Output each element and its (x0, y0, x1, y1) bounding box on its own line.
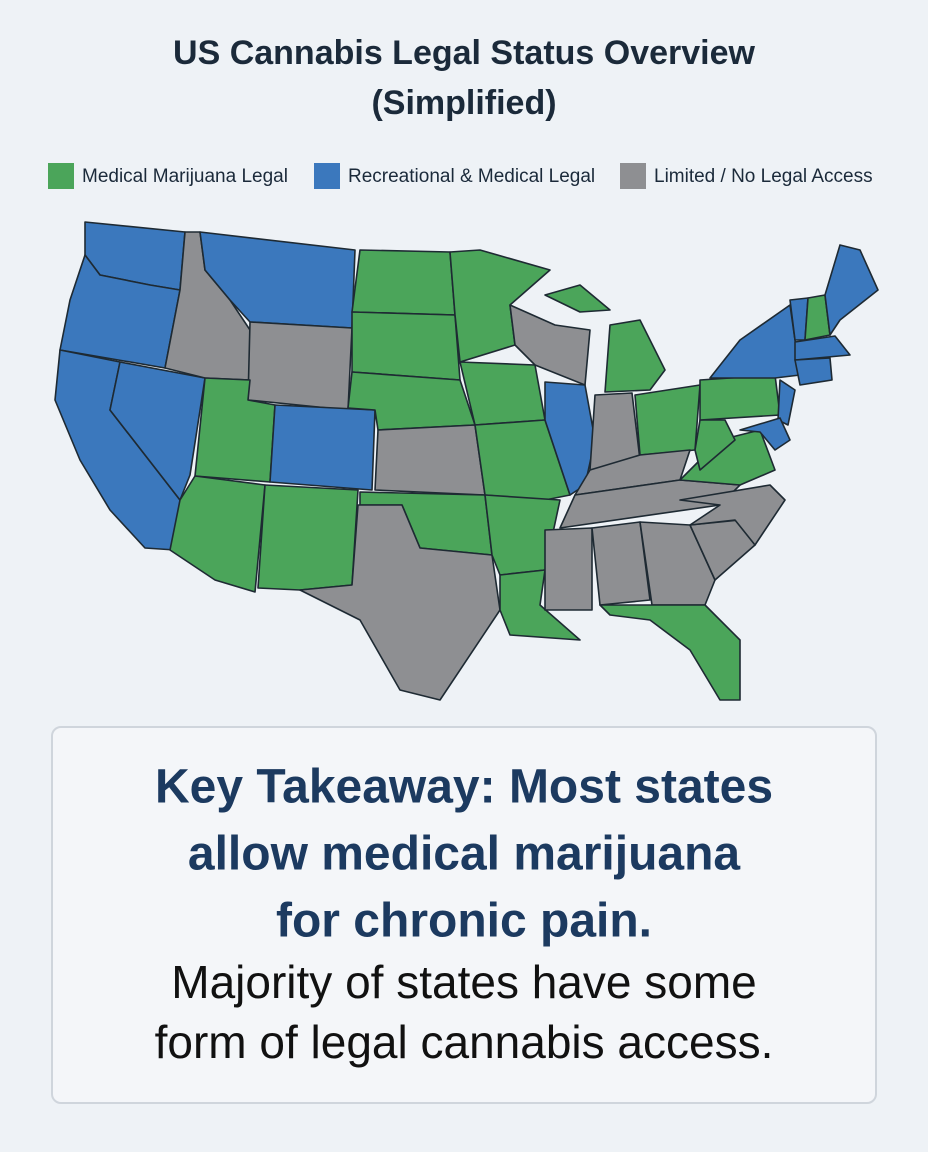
state (474, 419, 571, 501)
legend-swatch (620, 163, 646, 189)
state (777, 379, 796, 426)
state (604, 319, 666, 393)
state (709, 304, 801, 379)
state (639, 521, 716, 606)
state (169, 475, 266, 593)
legend-swatch (314, 163, 340, 189)
state (599, 604, 741, 701)
legend-label: Recreational & Medical Legal (348, 166, 595, 187)
state (351, 249, 456, 316)
state (109, 361, 206, 501)
takeaway-heading: allow medical marijuana (188, 828, 741, 881)
state (459, 361, 546, 426)
state (794, 335, 851, 361)
state (574, 449, 691, 496)
state (739, 417, 791, 451)
takeaway-box (51, 726, 877, 1104)
takeaway-body: Majority of states have some (171, 956, 756, 1008)
legend-label: Medical Marijuana Legal (82, 166, 288, 187)
state (544, 284, 611, 313)
state (694, 419, 736, 471)
us-map (54, 221, 879, 701)
state (794, 357, 833, 386)
takeaway-heading: for chronic pain. (276, 895, 652, 948)
state (824, 244, 879, 336)
state (634, 384, 701, 456)
state (699, 374, 781, 421)
title-line: US Cannabis Legal Status Overview (173, 34, 756, 72)
state (247, 321, 353, 411)
takeaway-body: form of legal cannabis access. (155, 1016, 774, 1068)
title-line: (Simplified) (371, 84, 556, 122)
state (269, 404, 376, 491)
state (544, 527, 593, 611)
legend-swatch (48, 163, 74, 189)
state (257, 484, 359, 591)
legend-label: Limited / No Legal Access (654, 166, 873, 187)
state (299, 504, 501, 701)
state (679, 484, 786, 546)
state (591, 521, 651, 606)
legend: Medical Marijuana Legal Recreational & Me… (48, 163, 873, 189)
takeaway-heading: Key Takeaway: Most states (155, 761, 773, 814)
state (374, 424, 486, 496)
state (351, 311, 461, 381)
